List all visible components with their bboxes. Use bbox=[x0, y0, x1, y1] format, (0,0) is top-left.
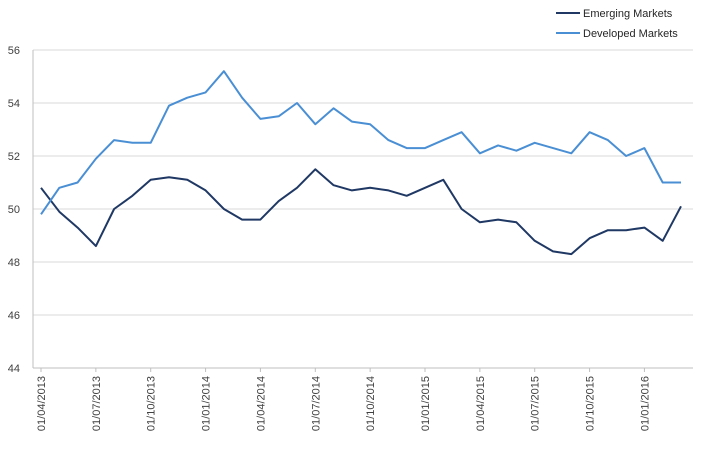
y-tick-label: 46 bbox=[8, 310, 20, 322]
y-tick-label: 52 bbox=[8, 151, 20, 163]
y-tick-label: 44 bbox=[8, 363, 20, 375]
series-line-emerging-markets bbox=[40, 168, 682, 256]
x-tick-label: 01/01/2016 bbox=[639, 376, 651, 431]
x-tick-label: 01/04/2013 bbox=[36, 376, 48, 431]
y-tick-label: 48 bbox=[8, 257, 20, 269]
x-tick-label: 01/04/2015 bbox=[475, 376, 487, 431]
x-axis-tick-labels: 01/04/2013 01/07/2013 01/10/2013 01/01/2014… bbox=[36, 376, 651, 431]
series-lines bbox=[40, 70, 682, 256]
y-tick-label: 50 bbox=[8, 204, 20, 216]
y-tick-label: 54 bbox=[8, 98, 20, 110]
x-tick-label: 01/01/2014 bbox=[201, 376, 213, 431]
x-tick-label: 01/10/2013 bbox=[146, 376, 158, 431]
x-tick-label: 01/04/2014 bbox=[255, 376, 267, 431]
x-tick-label: 01/01/2015 bbox=[420, 376, 432, 431]
y-tick-label: 56 bbox=[8, 45, 20, 57]
x-tick-label: 01/10/2014 bbox=[365, 376, 377, 431]
axes bbox=[32, 50, 693, 372]
gridlines bbox=[33, 49, 693, 316]
x-tick-label: 01/07/2013 bbox=[91, 376, 103, 431]
x-tick-label: 01/07/2014 bbox=[310, 376, 322, 431]
legend-label: Emerging Markets bbox=[583, 8, 673, 20]
x-tick-label: 01/10/2015 bbox=[585, 376, 597, 431]
y-axis-tick-labels: 44 46 48 50 52 54 56 bbox=[8, 45, 20, 375]
legend: Emerging Markets Developed Markets bbox=[556, 8, 678, 40]
legend-label: Developed Markets bbox=[583, 28, 678, 40]
x-tick-label: 01/07/2015 bbox=[530, 376, 542, 431]
series-line-developed-markets bbox=[40, 70, 681, 215]
